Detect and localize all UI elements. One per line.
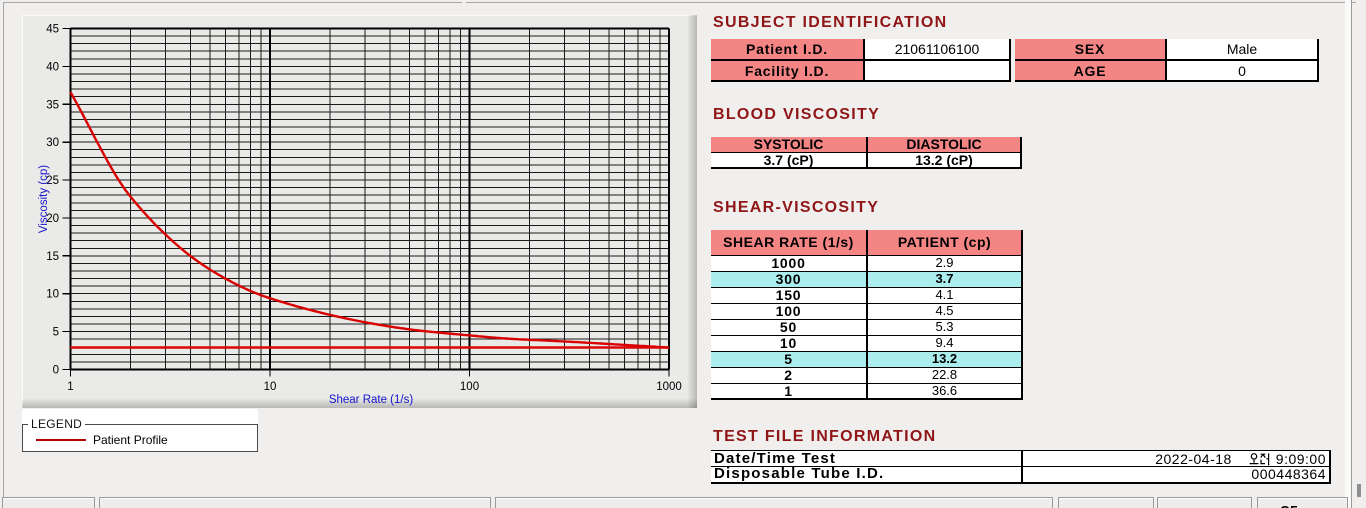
svg-text:Viscosity (cp): Viscosity (cp) xyxy=(38,165,50,233)
svg-text:0: 0 xyxy=(53,365,59,377)
svg-text:15: 15 xyxy=(46,251,59,263)
svg-text:Shear Rate (1/s): Shear Rate (1/s) xyxy=(329,394,414,406)
svg-text:35: 35 xyxy=(46,99,59,111)
svg-text:30: 30 xyxy=(46,137,59,149)
svg-text:1: 1 xyxy=(67,381,73,393)
svg-text:45: 45 xyxy=(46,24,59,36)
svg-text:10: 10 xyxy=(46,289,59,301)
svg-text:20: 20 xyxy=(46,213,59,225)
svg-text:100: 100 xyxy=(460,381,479,393)
svg-text:5: 5 xyxy=(53,327,59,339)
svg-text:25: 25 xyxy=(46,175,59,187)
svg-text:10: 10 xyxy=(264,381,277,393)
svg-text:40: 40 xyxy=(46,61,59,73)
svg-text:1000: 1000 xyxy=(656,381,682,393)
